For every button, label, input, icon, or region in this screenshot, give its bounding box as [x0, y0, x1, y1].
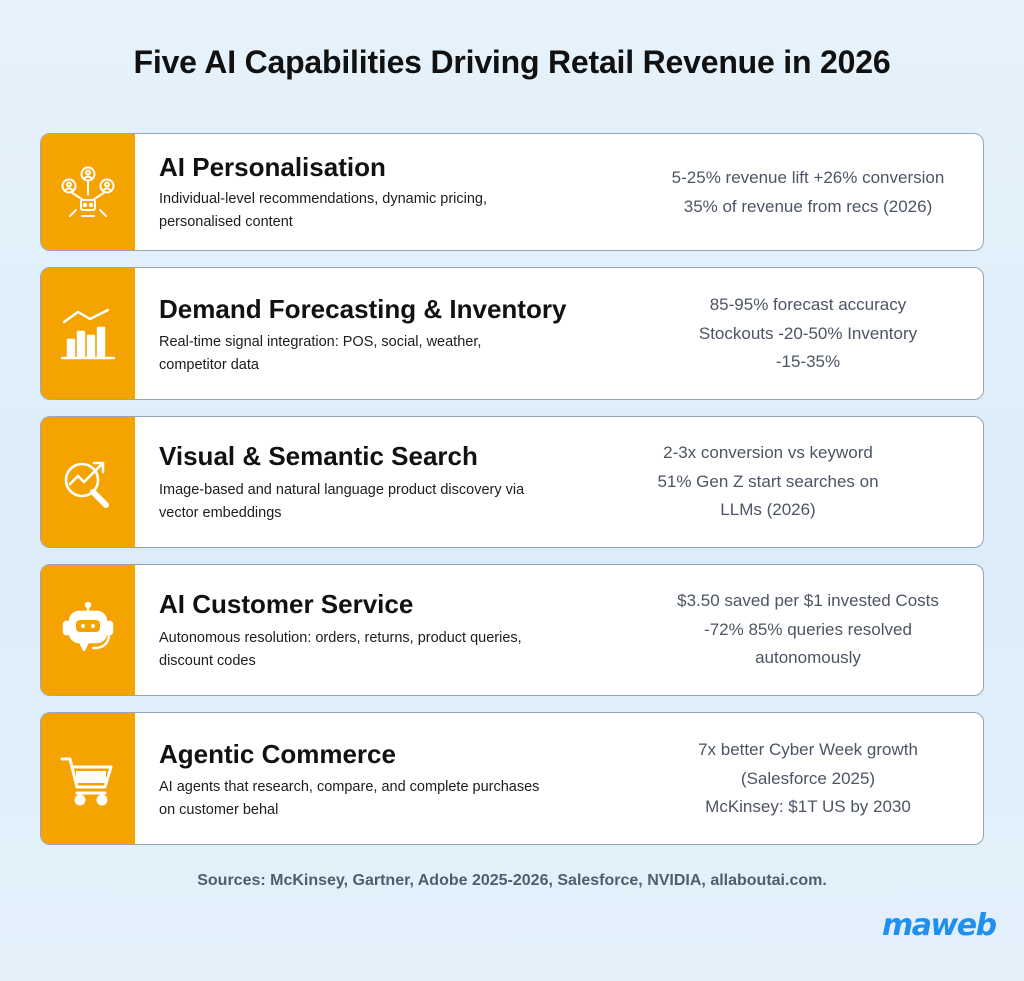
desc-line: Real-time signal integration: POS, socia… — [159, 334, 482, 350]
card-description: AI agents that research, compare, and co… — [159, 776, 589, 822]
card-description: Image-based and natural language product… — [159, 479, 589, 525]
stat-line: Stockouts -20-50% Inventory — [698, 323, 918, 343]
card-icon-band — [41, 417, 135, 547]
stat-line: McKinsey: $1T US by 2030 — [705, 797, 911, 816]
card-icon-band — [41, 713, 135, 844]
desc-line: Autonomous resolution: orders, returns, … — [159, 630, 522, 646]
card-title: AI Personalisation — [159, 152, 386, 182]
capability-card-forecasting: Demand Forecasting & Inventory Real-time… — [40, 267, 984, 400]
desc-line: personalised content — [159, 214, 293, 230]
card-stats: 7x better Cyber Week growth (Salesforce … — [653, 736, 963, 822]
desc-line: discount codes — [159, 653, 256, 669]
card-description: Individual-level recommendations, dynami… — [159, 188, 589, 234]
card-description: Real-time signal integration: POS, socia… — [159, 331, 589, 377]
stat-line: 7x better Cyber Week growth — [698, 740, 918, 759]
stat-line: LLMs (2026) — [720, 500, 816, 519]
desc-line: vector embeddings — [159, 505, 282, 521]
card-stats: 2-3x conversion vs keyword 51% Gen Z sta… — [613, 439, 923, 525]
card-stats: 5-25% revenue lift +26% conversion 35% o… — [653, 164, 963, 221]
stat-line: 85-95% forecast accuracy — [709, 295, 907, 314]
desc-line: Individual-level recommendations, dynami… — [159, 191, 488, 207]
desc-line: Image-based and natural language product… — [159, 482, 525, 498]
card-title: AI Customer Service — [159, 589, 414, 619]
capability-card-search: Visual & Semantic Search Image-based and… — [40, 416, 984, 548]
network-people-icon — [61, 166, 115, 217]
card-icon-band — [41, 268, 135, 399]
desc-line: competitor data — [159, 357, 259, 373]
stat-line: 2-3x conversion vs keyword — [663, 443, 873, 462]
stat-line: 35% of revenue from recs (2026) — [683, 196, 933, 216]
stat-line: autonomously — [755, 648, 861, 667]
capability-card-agentic-commerce: Agentic Commerce AI agents that research… — [40, 712, 984, 845]
page-title: Five AI Capabilities Driving Retail Reve… — [133, 44, 891, 80]
stat-line: 5-25% revenue lift +26% conversion — [671, 168, 945, 187]
stat-line: 51% Gen Z start searches on — [657, 471, 879, 491]
card-stats: $3.50 saved per $1 invested Costs -72% 8… — [653, 587, 963, 673]
card-stats: 85-95% forecast accuracy Stockouts -20-5… — [653, 291, 963, 377]
bar-chart-icon — [60, 308, 116, 359]
stat-line: (Salesforce 2025) — [740, 768, 876, 788]
stat-line: $3.50 saved per $1 invested Costs — [677, 591, 939, 610]
card-icon-band — [41, 565, 135, 695]
card-title: Demand Forecasting & Inventory — [159, 294, 567, 324]
shopping-cart-icon — [60, 757, 113, 805]
capability-card-personalisation: AI Personalisation Individual-level reco… — [40, 133, 984, 251]
card-icon-band — [41, 134, 135, 250]
search-trend-icon — [64, 461, 109, 508]
card-title: Agentic Commerce — [159, 739, 396, 769]
desc-line: on customer behal — [159, 802, 279, 818]
stat-line: -72% 85% queries resolved — [704, 619, 912, 639]
sources-footnote: Sources: McKinsey, Gartner, Adobe 2025-2… — [197, 872, 827, 889]
brand-logo: maweb — [882, 908, 997, 943]
desc-line: AI agents that research, compare, and co… — [159, 779, 540, 795]
stat-line: -15-35% — [775, 352, 841, 371]
robot-support-icon — [62, 601, 114, 652]
capability-card-customer-service: AI Customer Service Autonomous resolutio… — [40, 564, 984, 696]
card-title: Visual & Semantic Search — [159, 441, 478, 471]
card-description: Autonomous resolution: orders, returns, … — [159, 627, 589, 673]
